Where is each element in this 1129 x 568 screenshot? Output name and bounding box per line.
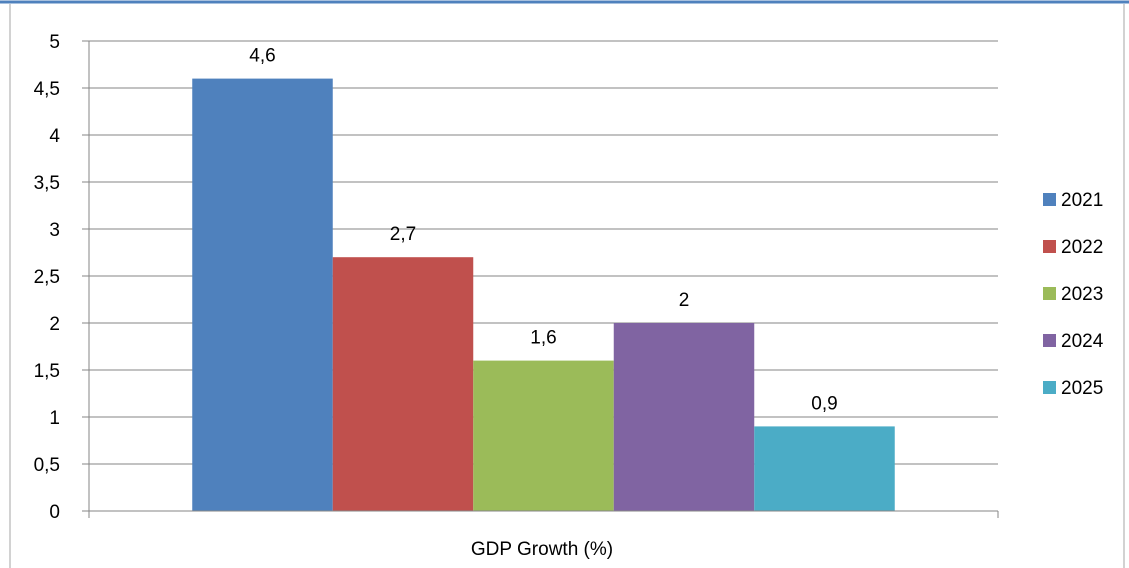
- bar-2022: [332, 257, 474, 511]
- legend-swatch: [1043, 334, 1056, 347]
- bar-2021: [192, 78, 333, 511]
- legend-label: 2023: [1061, 284, 1103, 305]
- legend-swatch: [1043, 240, 1056, 253]
- bars: [192, 78, 895, 511]
- y-tick-label: 0: [49, 502, 60, 523]
- legend-label: 2024: [1061, 331, 1104, 352]
- legend-label: 2025: [1061, 378, 1103, 399]
- x-axis: [88, 41, 999, 518]
- data-label-2024: 2: [679, 290, 690, 311]
- legend-swatch: [1043, 193, 1056, 206]
- y-axis-tick-labels: 0 0,5 1 1,5 2 2,5 3 3,5 4 4,5 5: [34, 32, 61, 523]
- legend-swatch: [1043, 381, 1056, 394]
- y-tick-label: 2: [49, 314, 60, 335]
- legend-item-2023: 2023: [1043, 284, 1103, 305]
- data-label-2023: 1,6: [530, 328, 556, 349]
- bar-2024: [613, 323, 755, 511]
- y-tick-label: 5: [49, 32, 60, 53]
- y-tick-label: 1: [49, 408, 60, 429]
- data-labels: 4,6 2,7 1,6 2 0,9: [249, 46, 837, 415]
- data-label-2021: 4,6: [249, 46, 275, 67]
- data-label-2025: 0,9: [811, 393, 837, 414]
- y-tick-label: 1,5: [34, 361, 60, 382]
- category-label: GDP Growth (%): [471, 539, 613, 560]
- legend-item-2021: 2021: [1043, 190, 1103, 211]
- y-tick-label: 4,5: [34, 79, 60, 100]
- y-tick-label: 0,5: [34, 455, 60, 476]
- y-tick-label: 2,5: [34, 267, 60, 288]
- y-tick-label: 4: [49, 126, 60, 147]
- legend-item-2025: 2025: [1043, 378, 1103, 399]
- legend-swatch: [1043, 287, 1056, 300]
- bar-2025: [754, 426, 895, 511]
- bar-2023: [473, 360, 614, 511]
- legend-item-2022: 2022: [1043, 237, 1103, 258]
- legend-label: 2021: [1061, 190, 1103, 211]
- y-tick-label: 3,5: [34, 173, 60, 194]
- legend-label: 2022: [1061, 237, 1103, 258]
- legend: 2021 2022 2023 2024 2025: [1043, 190, 1104, 399]
- legend-item-2024: 2024: [1043, 331, 1104, 352]
- data-label-2022: 2,7: [390, 224, 416, 245]
- y-tick-label: 3: [49, 220, 60, 241]
